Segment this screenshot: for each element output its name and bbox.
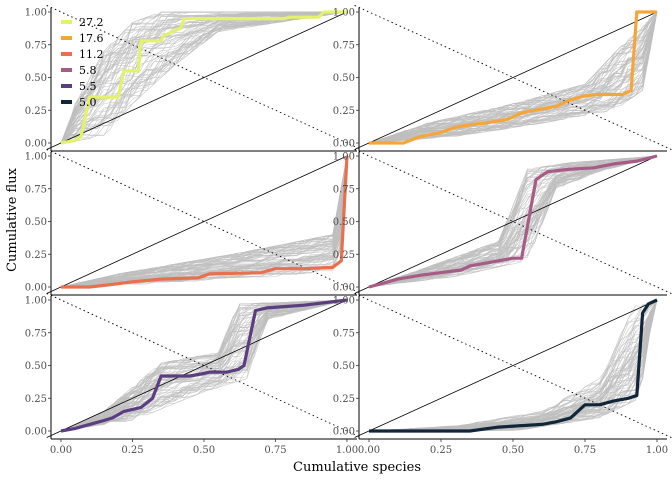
y-tick-label: 0.75	[25, 184, 47, 195]
diagonal-reference-line	[46, 11, 348, 150]
y-tick-label: 0.00	[333, 139, 355, 150]
x-tick-label: 0.75	[264, 445, 286, 456]
diagonal-reference-line	[354, 155, 658, 294]
y-tick-label: 1.00	[25, 296, 47, 307]
y-tick-label: 0.75	[333, 184, 355, 195]
series-line-5.5	[60, 298, 348, 433]
series-line-27.2	[60, 10, 347, 145]
replicate-line	[368, 155, 658, 288]
replicate-line	[60, 299, 348, 432]
y-tick-label: 1.00	[333, 296, 355, 307]
y-tick-label: 0.50	[333, 361, 355, 372]
diagonal-reference-line	[46, 155, 348, 294]
panels: 0.000.250.500.751.000.000.250.500.751.00…	[25, 5, 672, 456]
replicate-line	[60, 155, 348, 288]
y-tick-label: 1.00	[25, 152, 47, 163]
x-tick-label: 0.00	[50, 445, 72, 456]
diagonal-reference-line	[354, 299, 658, 438]
x-tick-label: 1.00	[336, 445, 358, 456]
y-tick-label: 0.50	[25, 73, 47, 84]
y-tick-label: 0.75	[25, 40, 47, 51]
y-tick-label: 0.25	[25, 250, 47, 261]
diagonal-reference-line	[354, 11, 658, 150]
y-tick-label: 0.50	[25, 361, 47, 372]
panel-5: 0.00 0.25 0.50 0.75 1.00 0.00 0.25 0.50 0.75 1.00	[25, 293, 362, 456]
x-tick-label: 0.75	[574, 445, 596, 456]
replicate-line	[368, 11, 658, 144]
x-tick-label: 1.00	[646, 445, 668, 456]
x-tick-label: 0.25	[430, 445, 452, 456]
series-line-5.0	[369, 298, 658, 433]
y-axis-title: Cumulative flux	[5, 167, 20, 272]
replicate-line	[60, 11, 348, 144]
legend-label-5.5: 5.5	[79, 80, 97, 93]
series-line-17.6	[369, 10, 657, 145]
y-tick-label: 0.50	[333, 217, 355, 228]
series-line-11.2	[61, 155, 349, 289]
replicate-line	[368, 11, 658, 144]
y-tick-label: 0.00	[333, 427, 355, 438]
x-tick-label: 0.00	[358, 445, 380, 456]
x-tick-label: 0.50	[502, 445, 524, 456]
y-tick-label: 0.25	[25, 106, 47, 117]
y-tick-label: 0.00	[25, 427, 47, 438]
replicate-line	[60, 11, 348, 144]
legend-label-5.0: 5.0	[79, 96, 97, 109]
replicate-line	[60, 155, 348, 288]
replicate-line	[368, 299, 658, 432]
replicate-line	[60, 11, 348, 144]
y-tick-label: 0.75	[25, 328, 47, 339]
y-tick-label: 0.50	[25, 217, 47, 228]
y-tick-label: 0.75	[333, 328, 355, 339]
panel-4: 0.00 0.25 0.50 0.75 1.00	[333, 149, 672, 296]
replicate-line	[368, 155, 658, 288]
y-tick-label: 0.75	[333, 40, 355, 51]
x-tick-label: 0.50	[193, 445, 215, 456]
legend-label-11.2: 11.2	[79, 48, 104, 61]
diagonal-reference-line	[46, 299, 348, 438]
y-tick-label: 1.00	[25, 8, 47, 19]
dotted-reference-line	[46, 293, 362, 438]
y-tick-label: 1.00	[333, 152, 355, 163]
replicate-line	[368, 299, 658, 432]
legend: 27.2 17.6 11.2 5.8 5.5 5.0	[61, 16, 104, 109]
panel-3: 0.00 0.25 0.50 0.75 1.00	[25, 149, 362, 296]
replicate-line	[60, 155, 348, 288]
panel-1: 0.00 0.25 0.50 0.75 1.00	[25, 5, 362, 152]
panel-2: 0.00 0.25 0.50 0.75 1.00	[333, 5, 672, 152]
replicate-line	[368, 11, 658, 144]
y-tick-label: 0.00	[25, 283, 47, 294]
replicate-line	[368, 11, 658, 144]
replicate-line	[60, 155, 348, 288]
replicate-line	[368, 11, 658, 144]
y-tick-label: 0.25	[25, 394, 47, 405]
replicate-line	[60, 155, 348, 288]
replicate-line	[60, 155, 348, 288]
y-tick-label: 0.25	[333, 106, 355, 117]
y-tick-label: 0.25	[333, 394, 355, 405]
replicate-line	[60, 11, 347, 144]
replicate-line	[368, 11, 658, 144]
legend-label-27.2: 27.2	[79, 16, 104, 29]
series-line-5.8	[368, 154, 658, 289]
y-tick-label: 0.00	[333, 283, 355, 294]
dotted-reference-line	[46, 5, 362, 150]
x-axis-title: Cumulative species	[293, 460, 421, 475]
legend-label-17.6: 17.6	[79, 32, 104, 45]
replicate-line	[60, 299, 348, 432]
y-tick-label: 0.50	[333, 73, 355, 84]
replicate-line	[368, 299, 658, 432]
replicate-line	[368, 11, 658, 144]
y-tick-label: 1.00	[333, 8, 355, 19]
x-tick-label: 0.25	[121, 445, 143, 456]
y-tick-label: 0.00	[25, 139, 47, 150]
legend-label-5.8: 5.8	[79, 64, 97, 77]
y-tick-label: 0.25	[333, 250, 355, 261]
panel-6: 0.000.250.500.751.000.00 0.25 0.50 0.75 1.00	[333, 293, 672, 456]
